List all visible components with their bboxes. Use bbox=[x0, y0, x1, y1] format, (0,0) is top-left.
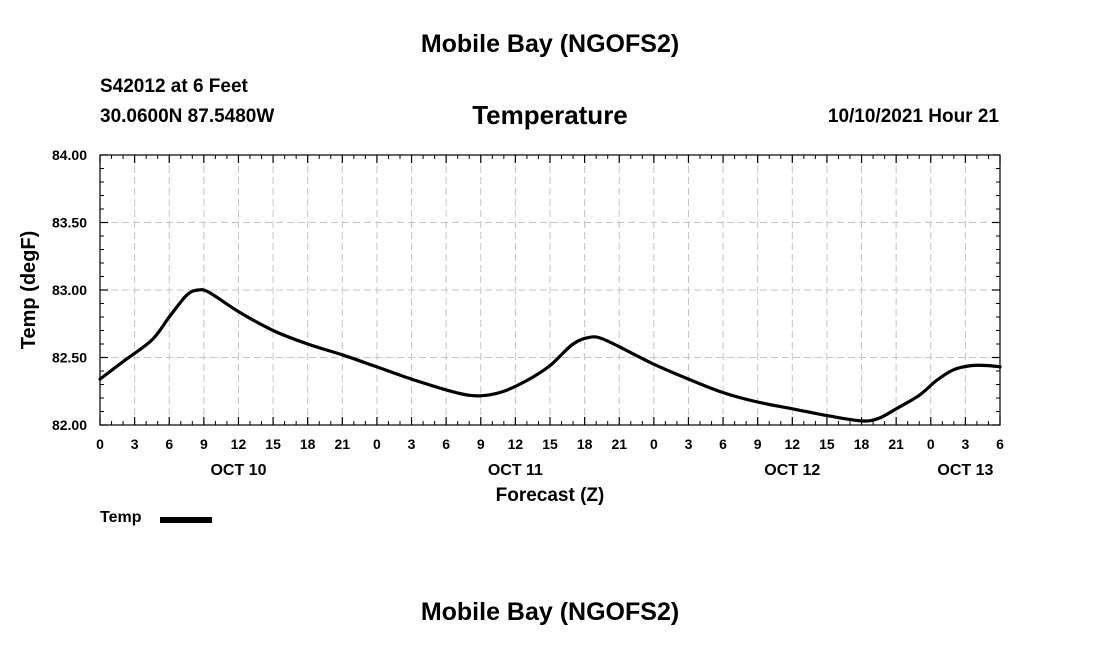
x-tick-label: 18 bbox=[577, 436, 593, 452]
x-tick-label: 3 bbox=[685, 436, 693, 452]
x-tick-label: 21 bbox=[888, 436, 904, 452]
x-tick-label: 18 bbox=[300, 436, 316, 452]
x-date-label: OCT 12 bbox=[764, 462, 820, 479]
station-coordinates: 30.0600N 87.5480W bbox=[100, 106, 275, 127]
y-tick-label: 83.50 bbox=[52, 215, 87, 231]
legend-label: Temp bbox=[100, 509, 142, 526]
station-label: S42012 at 6 Feet bbox=[100, 76, 248, 97]
x-tick-label: 9 bbox=[200, 436, 208, 452]
x-tick-label: 15 bbox=[542, 436, 558, 452]
x-date-label: OCT 13 bbox=[937, 462, 993, 479]
x-tick-label: 12 bbox=[231, 436, 247, 452]
axis-labels: 0 3 6 9 12 15 18 21 0 3 6 9 12 15 18 21 0 3 6 9 12 15 18 21 0 3 6 8… bbox=[52, 147, 1004, 479]
x-tick-label: 0 bbox=[650, 436, 658, 452]
y-tick-label: 84.00 bbox=[52, 147, 87, 163]
legend-swatch bbox=[160, 517, 212, 523]
x-tick-label: 21 bbox=[335, 436, 351, 452]
x-date-label: OCT 10 bbox=[210, 462, 266, 479]
x-date-label: OCT 11 bbox=[488, 462, 543, 479]
x-tick-label: 3 bbox=[408, 436, 416, 452]
chart-title: Temperature bbox=[472, 100, 628, 130]
x-tick-label: 18 bbox=[854, 436, 870, 452]
y-tick-label: 83.00 bbox=[52, 282, 87, 298]
grid-lines bbox=[100, 155, 1000, 425]
x-tick-label: 3 bbox=[131, 436, 139, 452]
x-tick-label: 15 bbox=[265, 436, 281, 452]
y-axis-label: Temp (degF) bbox=[18, 231, 40, 350]
x-tick-label: 15 bbox=[819, 436, 835, 452]
x-tick-label: 0 bbox=[96, 436, 104, 452]
chart-footer-title: Mobile Bay (NGOFS2) bbox=[420, 598, 680, 626]
x-tick-label: 9 bbox=[754, 436, 762, 452]
x-tick-label: 6 bbox=[165, 436, 173, 452]
y-tick-label: 82.50 bbox=[52, 350, 87, 366]
x-tick-label: 9 bbox=[477, 436, 485, 452]
x-axis-label: Forecast (Z) bbox=[496, 485, 605, 506]
axis-ticks bbox=[99, 154, 1001, 426]
forecast-datetime: 10/10/2021 Hour 21 bbox=[827, 106, 999, 127]
x-tick-label: 0 bbox=[927, 436, 935, 452]
x-tick-label: 3 bbox=[961, 436, 969, 452]
x-tick-label: 12 bbox=[508, 436, 524, 452]
chart-header-title: Mobile Bay (NGOFS2) bbox=[420, 30, 680, 58]
x-tick-label: 0 bbox=[373, 436, 381, 452]
y-tick-label: 82.00 bbox=[52, 417, 87, 433]
x-tick-label: 6 bbox=[996, 436, 1004, 452]
x-tick-label: 21 bbox=[611, 436, 627, 452]
temp-series-line bbox=[98, 288, 1002, 423]
x-tick-label: 6 bbox=[719, 436, 727, 452]
x-tick-label: 6 bbox=[442, 436, 450, 452]
x-tick-label: 12 bbox=[785, 436, 801, 452]
